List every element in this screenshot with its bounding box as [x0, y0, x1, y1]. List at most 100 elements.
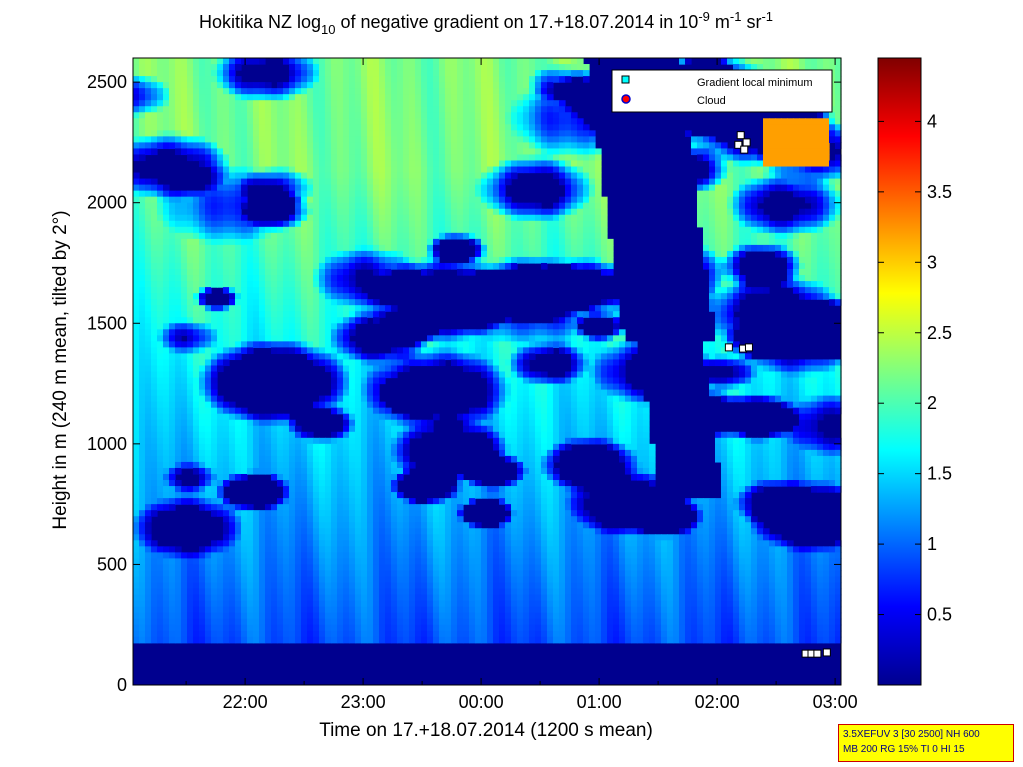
heatmap-cell — [493, 395, 500, 403]
heatmap-cell — [235, 510, 242, 517]
heatmap-cell — [415, 64, 422, 71]
heatmap-cell — [253, 281, 260, 288]
heatmap-cell — [355, 461, 362, 469]
heatmap-cell — [469, 329, 476, 336]
heatmap-cell — [475, 486, 482, 493]
heatmap-cell — [367, 262, 374, 270]
heatmap-cell — [391, 461, 398, 469]
heatmap-cell — [253, 516, 260, 523]
heatmap-cell — [319, 220, 326, 228]
heatmap-cell — [403, 238, 410, 246]
heatmap-cell — [349, 383, 356, 391]
heatmap-cell — [133, 522, 140, 529]
heatmap-cell — [181, 262, 188, 270]
heatmap-cell — [355, 64, 362, 71]
heatmap-cell — [505, 317, 512, 324]
heatmap-cell — [265, 612, 272, 620]
heatmap-cell — [145, 142, 152, 150]
heatmap-cell — [259, 437, 266, 445]
heatmap-cell — [355, 564, 362, 572]
heatmap-cell — [469, 612, 476, 620]
heatmap-cell — [499, 238, 506, 246]
heatmap-cell — [187, 136, 194, 144]
heatmap-cell — [385, 262, 392, 270]
heatmap-cell — [151, 359, 158, 367]
heatmap-cell — [181, 425, 188, 433]
heatmap-cell — [307, 353, 314, 361]
heatmap-cell — [139, 377, 146, 385]
heatmap-cell — [307, 341, 314, 348]
heatmap-cell — [217, 220, 224, 228]
heatmap-cell — [361, 365, 368, 373]
heatmap-cell — [379, 100, 386, 107]
heatmap-cell — [391, 600, 398, 608]
heatmap-cell — [157, 323, 164, 330]
heatmap-cell — [139, 148, 146, 156]
heatmap-cell — [139, 492, 146, 499]
heatmap-cell — [157, 576, 164, 584]
heatmap-cell — [427, 347, 434, 355]
heatmap-cell — [145, 419, 152, 427]
heatmap-cell — [415, 58, 422, 65]
heatmap-cell — [229, 106, 236, 113]
heatmap-cell — [373, 305, 380, 312]
heatmap-cell — [439, 606, 446, 614]
heatmap-cell — [481, 190, 488, 198]
heatmap-cell — [277, 347, 284, 355]
heatmap-cell — [181, 594, 188, 602]
heatmap-cell — [337, 365, 344, 373]
heatmap-cell — [355, 540, 362, 547]
heatmap-cell — [169, 70, 176, 77]
heatmap-cell — [193, 594, 200, 602]
heatmap-cell — [403, 365, 410, 373]
heatmap-cell — [385, 160, 392, 168]
heatmap-cell — [397, 202, 404, 210]
heatmap-cell — [217, 492, 224, 499]
heatmap-cell — [313, 473, 320, 481]
heatmap-cell — [367, 88, 374, 95]
heatmap-cell — [367, 359, 374, 367]
heatmap-cell — [319, 510, 326, 517]
heatmap-cell — [409, 522, 416, 529]
heatmap-cell — [349, 449, 356, 457]
heatmap-cell — [253, 594, 260, 602]
heatmap-cell — [457, 329, 464, 336]
heatmap-cell — [247, 118, 254, 125]
heatmap-cell — [145, 510, 152, 517]
heatmap-cell — [337, 612, 344, 620]
heatmap-cell — [169, 262, 176, 270]
heatmap-cell — [415, 353, 422, 361]
heatmap-cell — [385, 202, 392, 210]
heatmap-cell — [451, 124, 458, 131]
heatmap-cell — [451, 528, 458, 535]
heatmap-cell — [373, 431, 380, 439]
heatmap-cell — [145, 522, 152, 529]
heatmap-cell — [451, 214, 458, 222]
heatmap-cell — [229, 100, 236, 107]
heatmap-cell — [193, 570, 200, 578]
heatmap-cell — [217, 166, 224, 174]
heatmap-cell — [493, 407, 500, 415]
heatmap-cell — [211, 58, 218, 65]
heatmap-cell — [397, 82, 404, 89]
heatmap-cell — [241, 504, 248, 511]
heatmap-cell — [373, 558, 380, 566]
heatmap-cell — [289, 106, 296, 113]
heatmap-cell — [307, 492, 314, 499]
heatmap-cell — [379, 94, 386, 101]
heatmap-cell — [361, 305, 368, 312]
heatmap-cell — [427, 588, 434, 596]
heatmap-cell — [457, 142, 464, 150]
heatmap-cell — [343, 82, 350, 89]
heatmap-cell — [169, 492, 176, 499]
heatmap-cell — [313, 323, 320, 330]
heatmap-cell — [361, 58, 368, 65]
heatmap-cell — [295, 558, 302, 566]
heatmap-cell — [283, 612, 290, 620]
heatmap-cell — [475, 425, 482, 433]
heatmap-cell — [175, 359, 182, 367]
heatmap-cell — [199, 594, 206, 602]
heatmap-cell — [139, 389, 146, 397]
heatmap-cell — [319, 516, 326, 523]
heatmap-cell — [373, 208, 380, 216]
